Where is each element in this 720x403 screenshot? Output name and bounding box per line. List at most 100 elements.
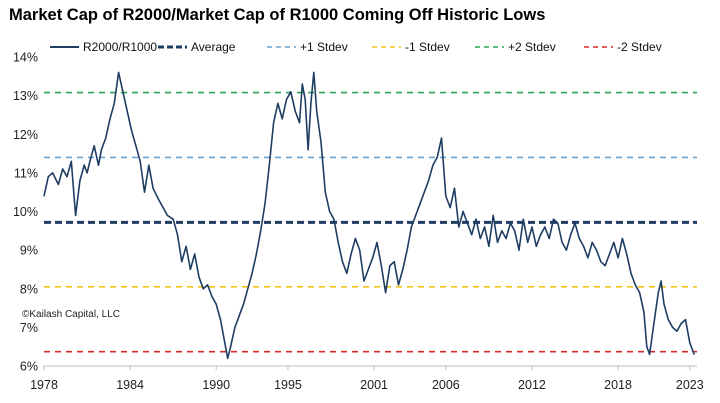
data-point [176, 234, 179, 236]
data-point [385, 292, 387, 294]
data-point [552, 218, 555, 220]
data-point [89, 160, 91, 162]
data-point [578, 237, 580, 240]
data-point [247, 288, 249, 290]
data-point [139, 160, 141, 162]
data-point [488, 245, 490, 247]
x-tick-label: 2012 [518, 378, 546, 392]
data-point [198, 276, 200, 278]
data-point [613, 241, 615, 243]
data-point [202, 288, 204, 290]
data-point [79, 180, 81, 182]
data-point [273, 122, 275, 124]
data-point [672, 326, 674, 328]
data-point [52, 172, 54, 174]
data-point [219, 319, 222, 321]
data-point [475, 218, 477, 220]
data-point [653, 322, 655, 325]
data-point [643, 311, 645, 313]
data-point [230, 346, 232, 348]
data-point [97, 164, 100, 166]
data-point [557, 222, 559, 224]
data-point [172, 218, 174, 220]
data-point [100, 149, 102, 151]
data-point [260, 230, 262, 232]
data-point [62, 168, 64, 170]
data-point [561, 241, 563, 243]
data-point [298, 122, 301, 124]
data-point [496, 241, 499, 243]
data-point [453, 187, 456, 189]
data-point [634, 284, 636, 286]
data-point [166, 214, 168, 216]
data-point [630, 272, 632, 274]
data-point [380, 265, 382, 267]
x-tick-label: 1984 [116, 378, 144, 392]
data-point [242, 303, 245, 305]
data-point [458, 226, 460, 228]
data-point [70, 160, 72, 162]
data-point [281, 118, 283, 120]
data-point [350, 253, 352, 255]
data-point [693, 353, 695, 355]
series-layer [43, 71, 695, 360]
data-point [143, 191, 146, 193]
data-point [255, 253, 257, 255]
x-tick-label: 2001 [360, 378, 388, 392]
data-point [389, 265, 391, 267]
data-point [684, 319, 687, 321]
data-point [148, 164, 150, 166]
data-point [535, 245, 537, 247]
data-point [152, 187, 154, 189]
data-point [617, 257, 619, 259]
data-point [432, 164, 434, 166]
data-point [57, 183, 60, 186]
data-point [492, 214, 494, 216]
legend: R2000/R1000 Average +1 Stdev -1 Stdev +2 Std… [50, 40, 662, 54]
data-point [415, 214, 417, 216]
data-point [83, 164, 85, 166]
axes [43, 365, 697, 370]
data-point [544, 226, 546, 228]
reference-lines [44, 91, 697, 353]
data-point [359, 249, 361, 251]
data-point [689, 342, 691, 344]
data-point [304, 98, 306, 101]
y-tick-label: 9% [20, 244, 38, 258]
data-point [185, 245, 187, 247]
data-point [290, 91, 292, 93]
data-point [227, 357, 229, 359]
legend-label: R2000/R1000 [83, 40, 157, 54]
legend-label: -1 Stdev [405, 40, 450, 54]
data-point [135, 145, 137, 147]
data-point [531, 226, 533, 228]
data-point [234, 326, 236, 328]
data-point [449, 207, 451, 209]
data-point [181, 261, 183, 263]
series-line-r2000-r1000 [43, 71, 695, 360]
data-point [667, 319, 669, 321]
data-point [126, 110, 128, 112]
data-point [501, 230, 503, 232]
legend-label: Average [191, 40, 236, 54]
data-point [75, 214, 77, 216]
y-tick-label: 8% [20, 282, 38, 296]
data-point [301, 83, 303, 85]
data-point [583, 245, 585, 247]
data-point [419, 203, 421, 205]
x-tick-label: 2018 [604, 378, 632, 392]
data-point [428, 180, 430, 182]
x-tick-label: 1995 [274, 378, 302, 392]
y-tick-label: 11% [14, 166, 38, 180]
data-point [410, 226, 412, 228]
data-point [680, 322, 682, 325]
data-point [118, 71, 120, 73]
data-point [158, 199, 160, 201]
data-point [215, 303, 217, 305]
data-point [445, 195, 447, 197]
data-point [604, 265, 606, 267]
data-point [591, 241, 593, 243]
x-tick-label: 1990 [202, 378, 230, 392]
data-point [466, 222, 468, 224]
data-point [657, 292, 659, 294]
